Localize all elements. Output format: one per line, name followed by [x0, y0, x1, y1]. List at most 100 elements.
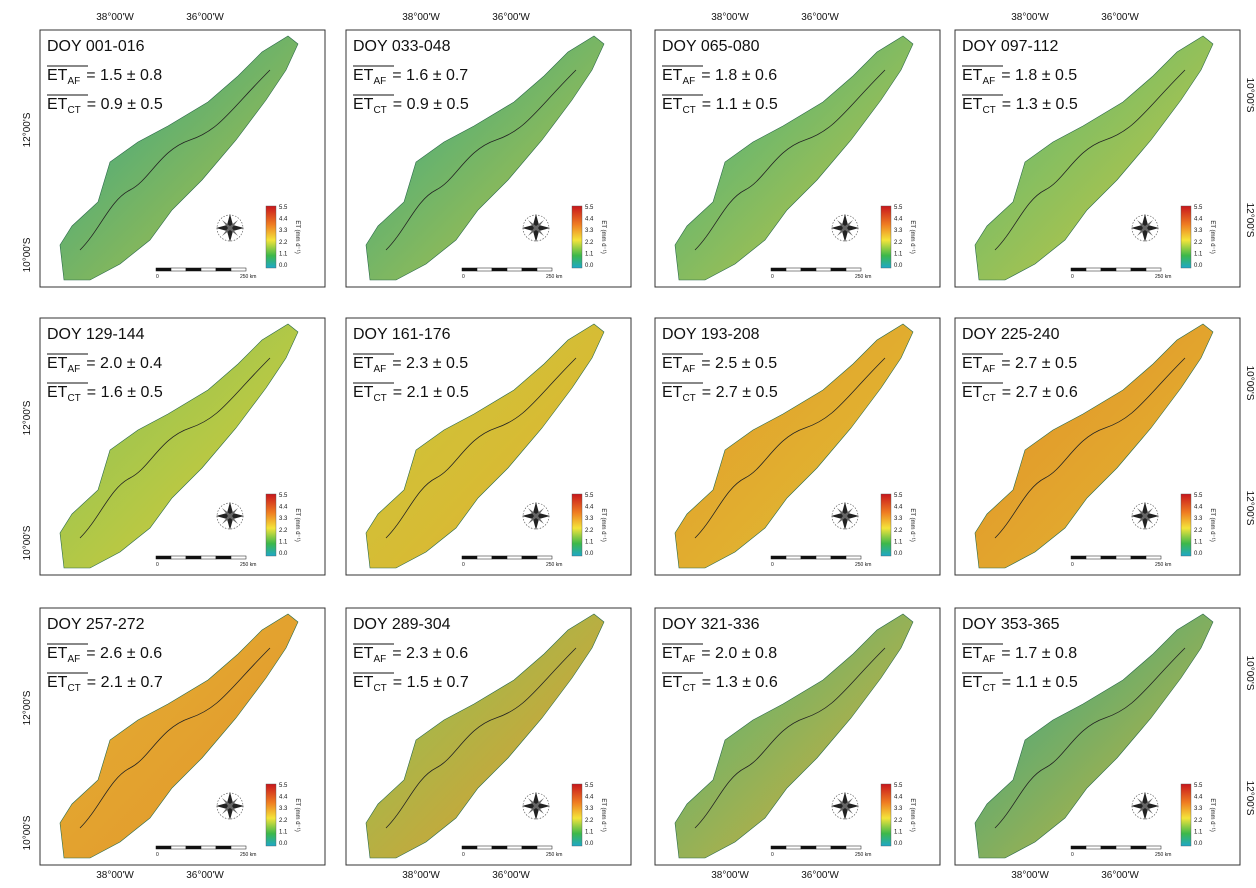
et-line: ETAF = 1.7 ± 0.8: [962, 645, 1077, 665]
scale-segment: [800, 555, 817, 560]
scale-segment: [770, 555, 787, 560]
map-region: [59, 323, 299, 569]
colorbar-title: ET (mm d⁻¹): [1209, 220, 1215, 253]
scale-segment: [155, 555, 172, 560]
et-symbol: ET: [662, 384, 683, 401]
scale-segment: [1100, 555, 1117, 560]
lon-label: 38°00'W: [711, 12, 749, 23]
et-subscript: AF: [982, 364, 995, 375]
et-subscript: AF: [373, 364, 386, 375]
scale-segment: [506, 555, 523, 560]
colorbar-tick-label: 0.0: [585, 263, 594, 269]
scale-label: 250 km: [240, 562, 256, 568]
scale-label: 250 km: [855, 852, 871, 858]
colorbar-tick-label: 3.3: [894, 516, 903, 522]
doy-label: DOY 129-144: [47, 326, 145, 343]
scale-segment: [170, 555, 187, 560]
scale-segment: [1130, 555, 1147, 560]
scale-segment: [476, 555, 493, 560]
map-region: [674, 613, 914, 859]
map-region: [974, 613, 1214, 859]
scale-label: 0: [1071, 562, 1074, 568]
colorbar-tick-label: 0.0: [1194, 551, 1203, 557]
colorbar-tick-label: 1.1: [585, 251, 594, 257]
scale-segment: [185, 845, 202, 850]
boundary-line: [694, 647, 886, 829]
et-subscript: AF: [682, 364, 695, 375]
scale-segment: [815, 555, 832, 560]
colorbar-tick-label: 2.2: [279, 818, 288, 824]
lat-label: 12°00'S: [22, 690, 33, 725]
lat-label: 10°00'S: [1244, 366, 1255, 401]
colorbar-title: ET (mm d⁻¹): [600, 798, 606, 831]
scale-segment: [521, 845, 538, 850]
et-value: = 2.0 ± 0.4: [86, 355, 162, 372]
et-line: ETCT = 1.1 ± 0.5: [662, 96, 778, 116]
et-value: = 2.7 ± 0.6: [1002, 384, 1078, 401]
et-symbol: ET: [353, 355, 374, 372]
boundary-line: [385, 647, 577, 829]
et-symbol: ET: [353, 645, 374, 662]
colorbar-tick-label: 3.3: [1194, 228, 1203, 234]
scale-segment: [215, 555, 232, 560]
colorbar-tick-label: 1.1: [279, 539, 288, 545]
colorbar-tick-label: 3.3: [279, 516, 288, 522]
et-symbol: ET: [962, 384, 983, 401]
et-value: = 2.7 ± 0.5: [702, 384, 778, 401]
et-line: ETAF = 1.5 ± 0.8: [47, 67, 162, 87]
scale-segment: [230, 267, 247, 272]
colorbar-tick-label: 2.2: [1194, 818, 1203, 824]
scale-segment: [200, 267, 217, 272]
colorbar-tick-label: 2.2: [1194, 240, 1203, 246]
scale-segment: [461, 267, 478, 272]
scale-segment: [1130, 845, 1147, 850]
colorbar-tick-label: 3.3: [1194, 516, 1203, 522]
scale-segment: [215, 267, 232, 272]
scale-segment: [770, 267, 787, 272]
colorbar: [1180, 205, 1192, 269]
doy-label: DOY 065-080: [662, 38, 760, 55]
colorbar-tick-label: 3.3: [1194, 806, 1203, 812]
colorbar-tick-label: 0.0: [894, 263, 903, 269]
map-region: [674, 35, 914, 281]
colorbar-tick-label: 1.1: [585, 539, 594, 545]
colorbar-tick-label: 0.0: [894, 841, 903, 847]
colorbar-tick-label: 0.0: [279, 551, 288, 557]
et-value: = 1.3 ± 0.5: [1002, 96, 1078, 113]
scale-segment: [785, 845, 802, 850]
et-value: = 2.1 ± 0.7: [87, 674, 163, 691]
et-symbol: ET: [662, 355, 683, 372]
et-subscript: AF: [982, 654, 995, 665]
et-symbol: ET: [47, 645, 68, 662]
scale-segment: [521, 267, 538, 272]
scale-segment: [230, 555, 247, 560]
compass-star: [528, 220, 544, 236]
et-line: ETCT = 1.5 ± 0.7: [353, 674, 469, 694]
boundary-line: [994, 69, 1186, 251]
et-symbol: ET: [47, 674, 68, 691]
scale-segment: [1145, 845, 1162, 850]
lon-label: 36°00'W: [1101, 12, 1139, 23]
et-symbol: ET: [962, 645, 983, 662]
scale-segment: [200, 555, 217, 560]
colorbar-tick-label: 5.5: [894, 205, 903, 211]
et-line: ETCT = 2.1 ± 0.7: [47, 674, 163, 694]
scale-segment: [1070, 555, 1087, 560]
doy-label: DOY 257-272: [47, 616, 145, 633]
et-symbol: ET: [353, 96, 374, 113]
et-value: = 2.1 ± 0.5: [393, 384, 469, 401]
scale-segment: [845, 845, 862, 850]
compass-star: [528, 508, 544, 524]
scale-segment: [155, 845, 172, 850]
lon-label: 36°00'W: [186, 12, 224, 23]
compass-star: [837, 508, 853, 524]
colorbar: [265, 783, 277, 847]
scale-label: 0: [156, 274, 159, 280]
et-subscript: AF: [982, 76, 995, 87]
et-value: = 1.1 ± 0.5: [702, 96, 778, 113]
et-value: = 2.6 ± 0.6: [86, 645, 162, 662]
boundary-line: [385, 69, 577, 251]
